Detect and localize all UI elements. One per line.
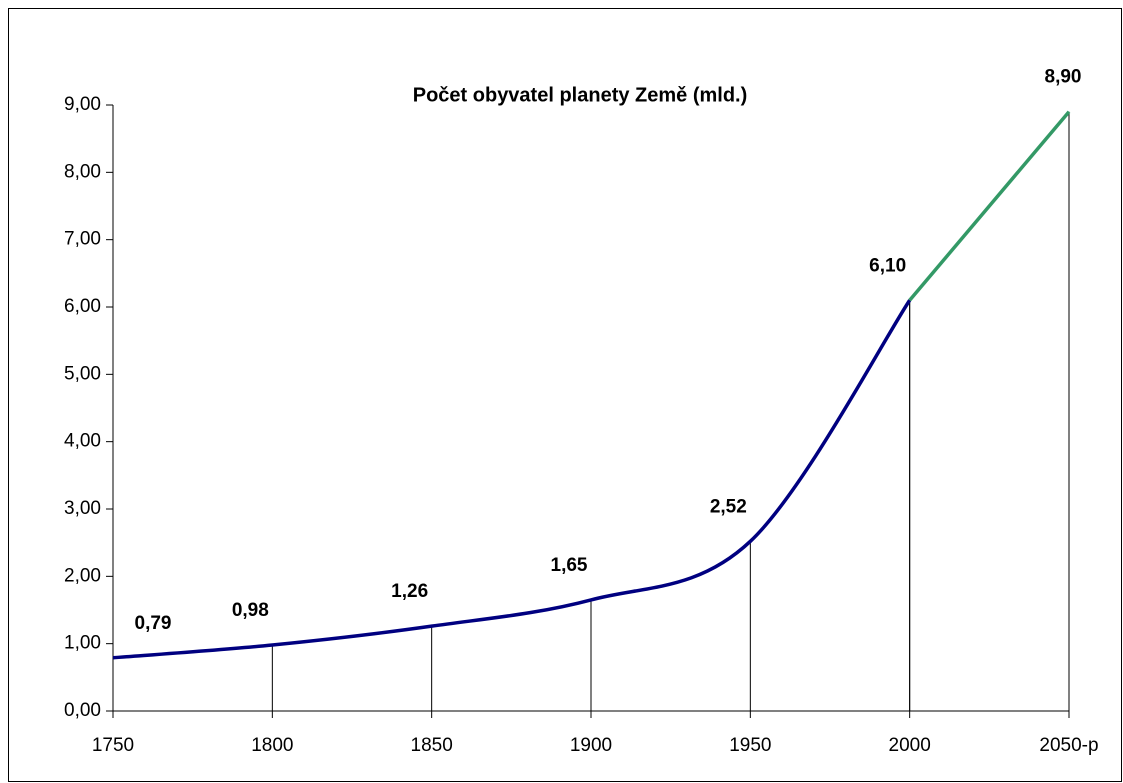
chart-title: Počet obyvatel planety Země (mld.) bbox=[413, 84, 748, 106]
y-tick-label: 3,00 bbox=[64, 498, 101, 519]
data-label: 2,52 bbox=[710, 496, 747, 517]
data-label: 0,79 bbox=[135, 613, 172, 634]
x-tick-label: 1750 bbox=[92, 735, 134, 756]
y-tick-label: 4,00 bbox=[64, 431, 101, 452]
line bbox=[908, 110, 1071, 302]
y-tick-label: 2,00 bbox=[64, 565, 101, 586]
x-tick-label: 1900 bbox=[570, 735, 612, 756]
data-label: 1,65 bbox=[551, 555, 588, 576]
data-label: 6,10 bbox=[869, 255, 906, 276]
y-tick-label: 6,00 bbox=[64, 296, 101, 317]
data-label: 1,26 bbox=[391, 581, 428, 602]
x-tick-label: 1950 bbox=[729, 735, 771, 756]
y-tick-label: 8,00 bbox=[64, 161, 101, 182]
x-tick-label: 1850 bbox=[411, 735, 453, 756]
y-tick-label: 1,00 bbox=[64, 633, 101, 654]
y-tick-label: 7,00 bbox=[64, 229, 101, 250]
y-tick-label: 0,00 bbox=[64, 700, 101, 721]
x-tick-label: 2050-p bbox=[1039, 735, 1098, 756]
data-label: 0,98 bbox=[232, 600, 269, 621]
x-tick-label: 2000 bbox=[889, 735, 931, 756]
x-tick-label: 1800 bbox=[251, 735, 293, 756]
data-label: 8,90 bbox=[1045, 67, 1082, 88]
y-tick-label: 5,00 bbox=[64, 363, 101, 384]
line bbox=[112, 299, 912, 660]
chart-frame bbox=[8, 8, 1122, 782]
y-tick-label: 9,00 bbox=[64, 94, 101, 115]
